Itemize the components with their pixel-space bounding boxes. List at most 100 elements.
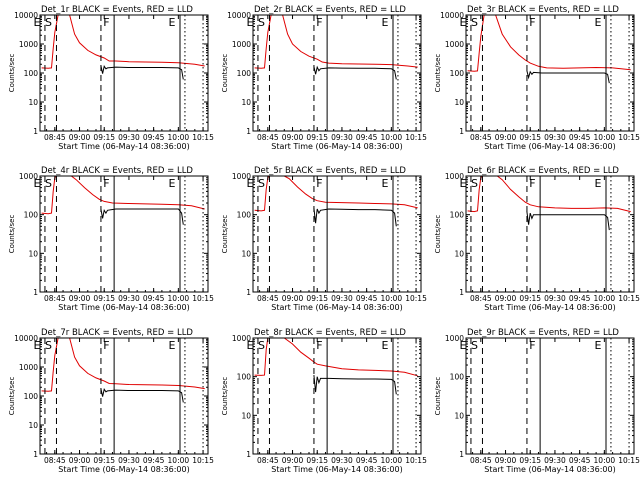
x-tick-label: 10:15 bbox=[618, 133, 640, 142]
y-tick-label: 10 bbox=[28, 421, 38, 430]
x-axis-label: Start Time (06-May-14 08:36:00) bbox=[58, 465, 189, 474]
x-tick-label: 09:00 bbox=[282, 294, 304, 303]
y-tick-label: 100 bbox=[450, 69, 465, 78]
x-tick-label: 09:15 bbox=[519, 294, 541, 303]
x-tick-label: 08:45 bbox=[44, 456, 66, 465]
y-tick-label: 100 bbox=[237, 211, 252, 220]
x-tick-label: 08:45 bbox=[470, 456, 492, 465]
y-tick-label: 100 bbox=[24, 211, 39, 220]
y-tick-label: 10 bbox=[454, 411, 464, 420]
y-axis-label: Counts/sec bbox=[434, 215, 442, 254]
y-tick-label: 1 bbox=[246, 288, 251, 297]
event-marker-label: E bbox=[33, 339, 40, 352]
x-tick-label: 09:30 bbox=[544, 294, 566, 303]
y-tick-label: 10 bbox=[241, 249, 251, 258]
event-marker-label: E bbox=[246, 16, 253, 29]
series-line-lld bbox=[41, 15, 205, 69]
x-tick-label: 09:15 bbox=[306, 456, 328, 465]
x-axis-label: Start Time (06-May-14 08:36:00) bbox=[58, 303, 189, 312]
y-tick-label: 1000 bbox=[19, 363, 38, 372]
y-axis-label: Counts/sec bbox=[8, 54, 16, 93]
y-tick-label: 10 bbox=[454, 249, 464, 258]
y-tick-label: 1 bbox=[246, 450, 251, 459]
event-marker-label: E bbox=[33, 177, 40, 190]
y-tick-label: 1000 bbox=[19, 40, 38, 49]
x-tick-label: 10:00 bbox=[594, 294, 616, 303]
series-line-events bbox=[313, 375, 397, 395]
x-tick-label: 10:15 bbox=[192, 294, 214, 303]
series-line-events bbox=[100, 388, 184, 403]
event-marker-label: F bbox=[103, 16, 109, 29]
event-marker-label: S bbox=[471, 339, 478, 352]
x-tick-label: 10:00 bbox=[381, 456, 403, 465]
y-tick-label: 10 bbox=[241, 98, 251, 107]
x-tick-label: 08:45 bbox=[470, 294, 492, 303]
y-tick-label: 100 bbox=[24, 392, 39, 401]
x-tick-label: 09:45 bbox=[143, 133, 165, 142]
event-marker-label: F bbox=[529, 16, 535, 29]
x-tick-label: 09:30 bbox=[544, 133, 566, 142]
x-tick-label: 10:15 bbox=[618, 456, 640, 465]
y-tick-label: 1 bbox=[459, 288, 464, 297]
x-tick-label: 09:00 bbox=[282, 133, 304, 142]
y-axis-label: Counts/sec bbox=[8, 377, 16, 416]
series-line-lld bbox=[254, 15, 418, 69]
event-marker-label: S bbox=[45, 339, 52, 352]
x-tick-label: 09:30 bbox=[118, 133, 140, 142]
series-group bbox=[467, 15, 631, 84]
y-axis-label: Counts/sec bbox=[434, 377, 442, 416]
x-tick-label: 09:00 bbox=[69, 133, 91, 142]
y-tick-label: 10 bbox=[28, 249, 38, 258]
chart-title: Det_1r BLACK = Events, RED = LLD bbox=[41, 5, 193, 15]
x-tick-label: 10:00 bbox=[381, 294, 403, 303]
event-marker-label: S bbox=[258, 339, 265, 352]
y-tick-label: 100 bbox=[450, 373, 465, 382]
x-tick-label: 09:15 bbox=[306, 294, 328, 303]
event-marker-label: E bbox=[382, 339, 389, 352]
x-tick-label: 09:00 bbox=[69, 294, 91, 303]
chart-title: Det_6r BLACK = Events, RED = LLD bbox=[467, 166, 619, 176]
y-tick-label: 1 bbox=[33, 288, 38, 297]
x-tick-label: 08:45 bbox=[257, 456, 279, 465]
chart-title: Det_9r BLACK = Events, RED = LLD bbox=[467, 328, 619, 338]
x-tick-label: 10:00 bbox=[168, 133, 190, 142]
y-tick-label: 1000 bbox=[232, 172, 251, 181]
x-tick-label: 10:15 bbox=[405, 133, 427, 142]
y-tick-label: 100 bbox=[237, 373, 252, 382]
event-marker-label: F bbox=[103, 177, 109, 190]
x-axis-label: Start Time (06-May-14 08:36:00) bbox=[271, 142, 402, 151]
y-tick-label: 10000 bbox=[14, 334, 38, 343]
event-marker-label: F bbox=[316, 16, 322, 29]
y-tick-label: 10000 bbox=[227, 11, 251, 20]
event-marker-label: E bbox=[246, 339, 253, 352]
plot-frame bbox=[252, 175, 422, 293]
event-marker-label: E bbox=[459, 339, 466, 352]
x-tick-label: 09:15 bbox=[306, 133, 328, 142]
chart-title: Det_4r BLACK = Events, RED = LLD bbox=[41, 166, 193, 176]
x-axis-label: Start Time (06-May-14 08:36:00) bbox=[484, 303, 615, 312]
y-tick-label: 10 bbox=[241, 411, 251, 420]
x-tick-label: 09:30 bbox=[331, 294, 353, 303]
x-tick-label: 09:00 bbox=[69, 456, 91, 465]
series-line-lld bbox=[254, 176, 418, 212]
series-line-events bbox=[100, 65, 184, 80]
y-tick-label: 10000 bbox=[440, 11, 464, 20]
event-marker-label: E bbox=[169, 177, 176, 190]
plot-frame bbox=[465, 337, 635, 455]
event-marker-label: E bbox=[246, 177, 253, 190]
event-marker-label: E bbox=[459, 177, 466, 190]
y-tick-label: 1000 bbox=[232, 40, 251, 49]
y-tick-label: 1 bbox=[459, 450, 464, 459]
event-marker-label: F bbox=[529, 177, 535, 190]
y-tick-label: 1000 bbox=[445, 40, 464, 49]
event-marker-label: S bbox=[471, 177, 478, 190]
event-marker-label: E bbox=[169, 16, 176, 29]
y-tick-label: 1000 bbox=[445, 334, 464, 343]
plot-frame bbox=[39, 175, 209, 293]
x-tick-label: 10:15 bbox=[405, 456, 427, 465]
y-tick-label: 1000 bbox=[445, 172, 464, 181]
x-tick-label: 09:00 bbox=[495, 294, 517, 303]
